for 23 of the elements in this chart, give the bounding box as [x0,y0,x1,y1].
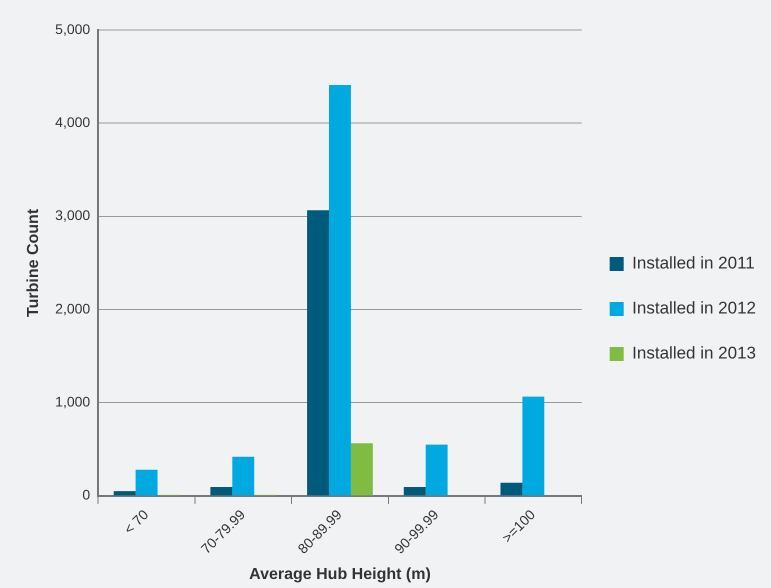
y-tick-label: 2,000 [55,300,90,316]
legend-label: Installed in 2012 [632,298,756,318]
bar [404,486,426,496]
y-axis-title: Turbine Count [25,208,42,317]
legend-label: Installed in 2011 [632,254,755,273]
bar [522,396,544,496]
bar [114,491,136,496]
y-tick-label: 4,000 [55,114,90,130]
x-tick-label: < 70 [120,506,152,538]
y-tick-label: 1,000 [55,394,90,410]
bar [210,486,232,496]
y-tick-label: 3,000 [55,207,90,224]
bar [350,443,373,496]
bar [500,482,522,496]
x-axis-title: Average Hub Height (m) [249,566,431,583]
bar [307,210,329,496]
bar [136,470,158,496]
bar [426,444,448,496]
legend-label: Installed in 2013 [632,344,756,363]
y-tick-label: 5,000 [55,20,90,37]
y-tick-label: 0 [82,486,90,503]
bar [232,456,254,496]
bar [329,84,351,496]
